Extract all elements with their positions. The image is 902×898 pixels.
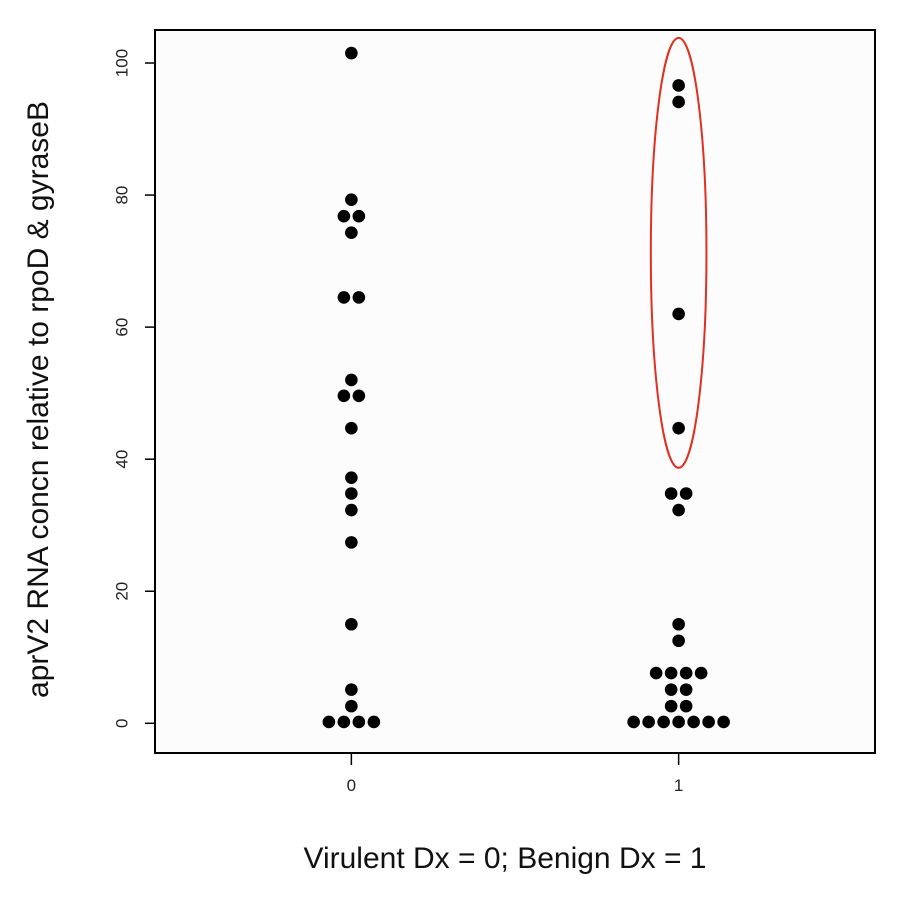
data-point [672,95,685,109]
data-point [664,487,678,500]
data-point [672,79,685,92]
data-point [345,699,358,713]
y-tick-label: 60 [112,318,131,337]
data-point [322,715,336,729]
data-point [679,699,693,713]
data-point [345,421,358,435]
data-point [337,209,351,223]
y-tick-label: 80 [112,186,131,205]
data-point [649,666,663,680]
data-point [352,715,366,729]
plot-frame [154,29,876,754]
data-point [679,487,693,500]
data-points [322,46,730,729]
data-point [657,715,670,729]
y-tick-label: 40 [112,450,131,469]
data-point [694,666,708,680]
data-point [672,715,685,729]
data-point [337,389,351,403]
x-tick-label: 0 [347,776,356,795]
data-point [345,683,358,696]
data-point [345,617,358,631]
data-point [717,715,730,729]
data-point [337,715,351,729]
annotations [649,36,708,469]
data-point [345,471,358,484]
y-axis: 0 20 40 60 80 100 [112,49,155,728]
data-point [679,666,693,680]
data-point [664,666,678,680]
data-point [679,683,693,696]
data-point [345,193,358,206]
data-point [702,715,715,729]
data-point [345,46,358,60]
data-point [352,209,366,223]
data-point [345,503,358,517]
data-point [345,226,358,240]
data-point [367,715,381,729]
y-axis-title: aprV2 RNA concn relative to rpoD & gyras… [22,101,55,698]
data-point [672,617,685,631]
x-tick-label: 1 [674,776,683,795]
y-tick-label: 100 [112,49,131,77]
data-point [664,683,678,696]
data-point [345,373,358,387]
data-point [352,389,366,403]
data-point [672,421,685,435]
data-point [627,715,640,729]
data-point [672,634,685,648]
data-point [672,307,685,321]
data-point [352,291,366,304]
y-tick-label: 0 [112,719,131,728]
x-axis-title: Virulent Dx = 0; Benign Dx = 1 [303,842,706,875]
data-point [345,536,358,549]
data-point [687,715,700,729]
data-point [345,487,358,500]
data-point [672,503,685,517]
highlight-ellipse [649,36,708,469]
data-point [664,699,678,713]
y-tick-label: 20 [112,582,131,601]
data-point [642,715,655,729]
data-point [337,291,351,304]
